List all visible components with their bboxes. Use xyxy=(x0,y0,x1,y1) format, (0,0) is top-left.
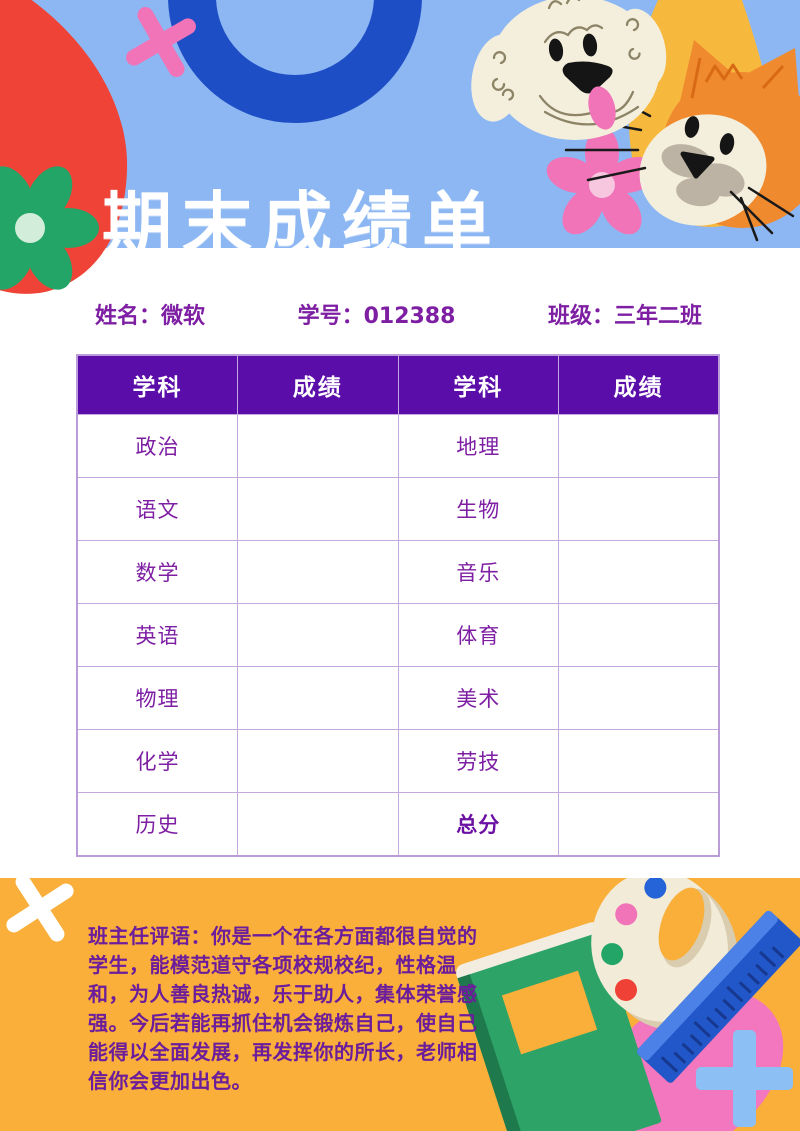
score-table-header: 学科 成绩 学科 成绩 xyxy=(76,354,720,415)
table-row: 政治 地理 xyxy=(76,414,720,478)
subject-cell: 生物 xyxy=(397,477,559,541)
table-row: 化学 劳技 xyxy=(76,729,720,793)
comment-line: 强。今后若能再抓住机会锻炼自己，使自己 xyxy=(88,1011,478,1035)
x-mark-icon xyxy=(126,7,196,77)
subject-cell: 物理 xyxy=(76,666,238,730)
header-row: 学科 成绩 学科 成绩 xyxy=(76,354,720,415)
subject-cell: 劳技 xyxy=(397,729,559,793)
subject-cell: 英语 xyxy=(76,603,238,667)
green-flower-icon xyxy=(0,166,99,290)
student-name: 姓名：微软 xyxy=(95,298,205,330)
subject-cell: 历史 xyxy=(76,792,238,857)
score-cell xyxy=(237,729,399,793)
comment-line: 和，为人善良热诚，乐于助人，集体荣誉感 xyxy=(88,982,478,1006)
score-cell xyxy=(558,603,720,667)
score-cell xyxy=(237,540,399,604)
table-row: 英语 体育 xyxy=(76,603,720,667)
subject-cell: 总分 xyxy=(397,792,559,857)
comment-line: 学生，能模范道守各项校规校纪，性格温 xyxy=(88,953,457,977)
header-subject-1: 学科 xyxy=(76,354,238,415)
subject-cell: 语文 xyxy=(76,477,238,541)
student-class-value: 三年二班 xyxy=(613,304,702,329)
score-cell xyxy=(558,414,720,478)
student-name-value: 微软 xyxy=(161,304,206,329)
dog-illustration xyxy=(471,0,667,140)
student-id-label: 学号： xyxy=(297,304,364,329)
score-cell xyxy=(237,603,399,667)
footer-decorations xyxy=(6,878,800,1131)
score-cell xyxy=(237,414,399,478)
score-cell xyxy=(237,792,399,857)
student-id: 学号：012388 xyxy=(298,298,456,330)
table-row: 语文 生物 xyxy=(76,477,720,541)
subject-cell: 音乐 xyxy=(397,540,559,604)
table-row: 数学 音乐 xyxy=(76,540,720,604)
score-cell xyxy=(558,729,720,793)
white-x-icon xyxy=(6,878,74,942)
page-title: 期末成绩单 xyxy=(102,183,502,266)
subject-cell: 数学 xyxy=(76,540,238,604)
student-class-label: 班级： xyxy=(547,304,614,329)
subject-cell: 政治 xyxy=(76,414,238,478)
header-score-1: 成绩 xyxy=(237,354,399,415)
header-score-2: 成绩 xyxy=(558,354,720,415)
comment-line: 能得以全面发展，再发挥你的所长，老师相 xyxy=(88,1040,478,1064)
score-cell xyxy=(558,666,720,730)
subject-cell: 地理 xyxy=(397,414,559,478)
cat-illustration xyxy=(564,40,800,242)
header-decorations xyxy=(126,0,800,242)
header-subject-2: 学科 xyxy=(397,354,559,415)
score-cell xyxy=(558,540,720,604)
plus-icon xyxy=(696,1030,793,1127)
score-cell xyxy=(237,666,399,730)
score-table: 学科 成绩 学科 成绩 政治 地理语文 生物数学 音乐英语 体育物理 美术化学 劳技历史 总分 xyxy=(76,354,720,857)
score-cell xyxy=(237,477,399,541)
comment-line: 班主任评语：你是一个在各方面都很自觉的 xyxy=(88,924,478,948)
student-id-value: 012388 xyxy=(363,304,456,329)
ring-icon xyxy=(168,0,422,123)
subject-cell: 美术 xyxy=(397,666,559,730)
header-banner xyxy=(0,0,800,248)
footer-banner: 班主任评语：你是一个在各方面都很自觉的 学生，能模范道守各项校规校纪，性格温 和，为… xyxy=(0,878,800,1131)
score-cell xyxy=(558,792,720,857)
teacher-comment: 班主任评语：你是一个在各方面都很自觉的 学生，能模范道守各项校规校纪，性格温 和，为… xyxy=(88,922,488,1096)
table-row: 物理 美术 xyxy=(76,666,720,730)
ruler-illustration xyxy=(637,910,800,1083)
subject-cell: 化学 xyxy=(76,729,238,793)
student-class: 班级：三年二班 xyxy=(548,298,702,330)
subject-cell: 体育 xyxy=(397,603,559,667)
table-row: 历史 总分 xyxy=(76,792,720,857)
student-name-label: 姓名： xyxy=(95,304,162,329)
score-cell xyxy=(558,477,720,541)
score-table-body: 政治 地理语文 生物数学 音乐英语 体育物理 美术化学 劳技历史 总分 xyxy=(76,414,720,857)
student-info-row: 姓名：微软 学号：012388 班级：三年二班 xyxy=(95,297,702,331)
comment-line: 信你会更加出色。 xyxy=(88,1069,252,1093)
